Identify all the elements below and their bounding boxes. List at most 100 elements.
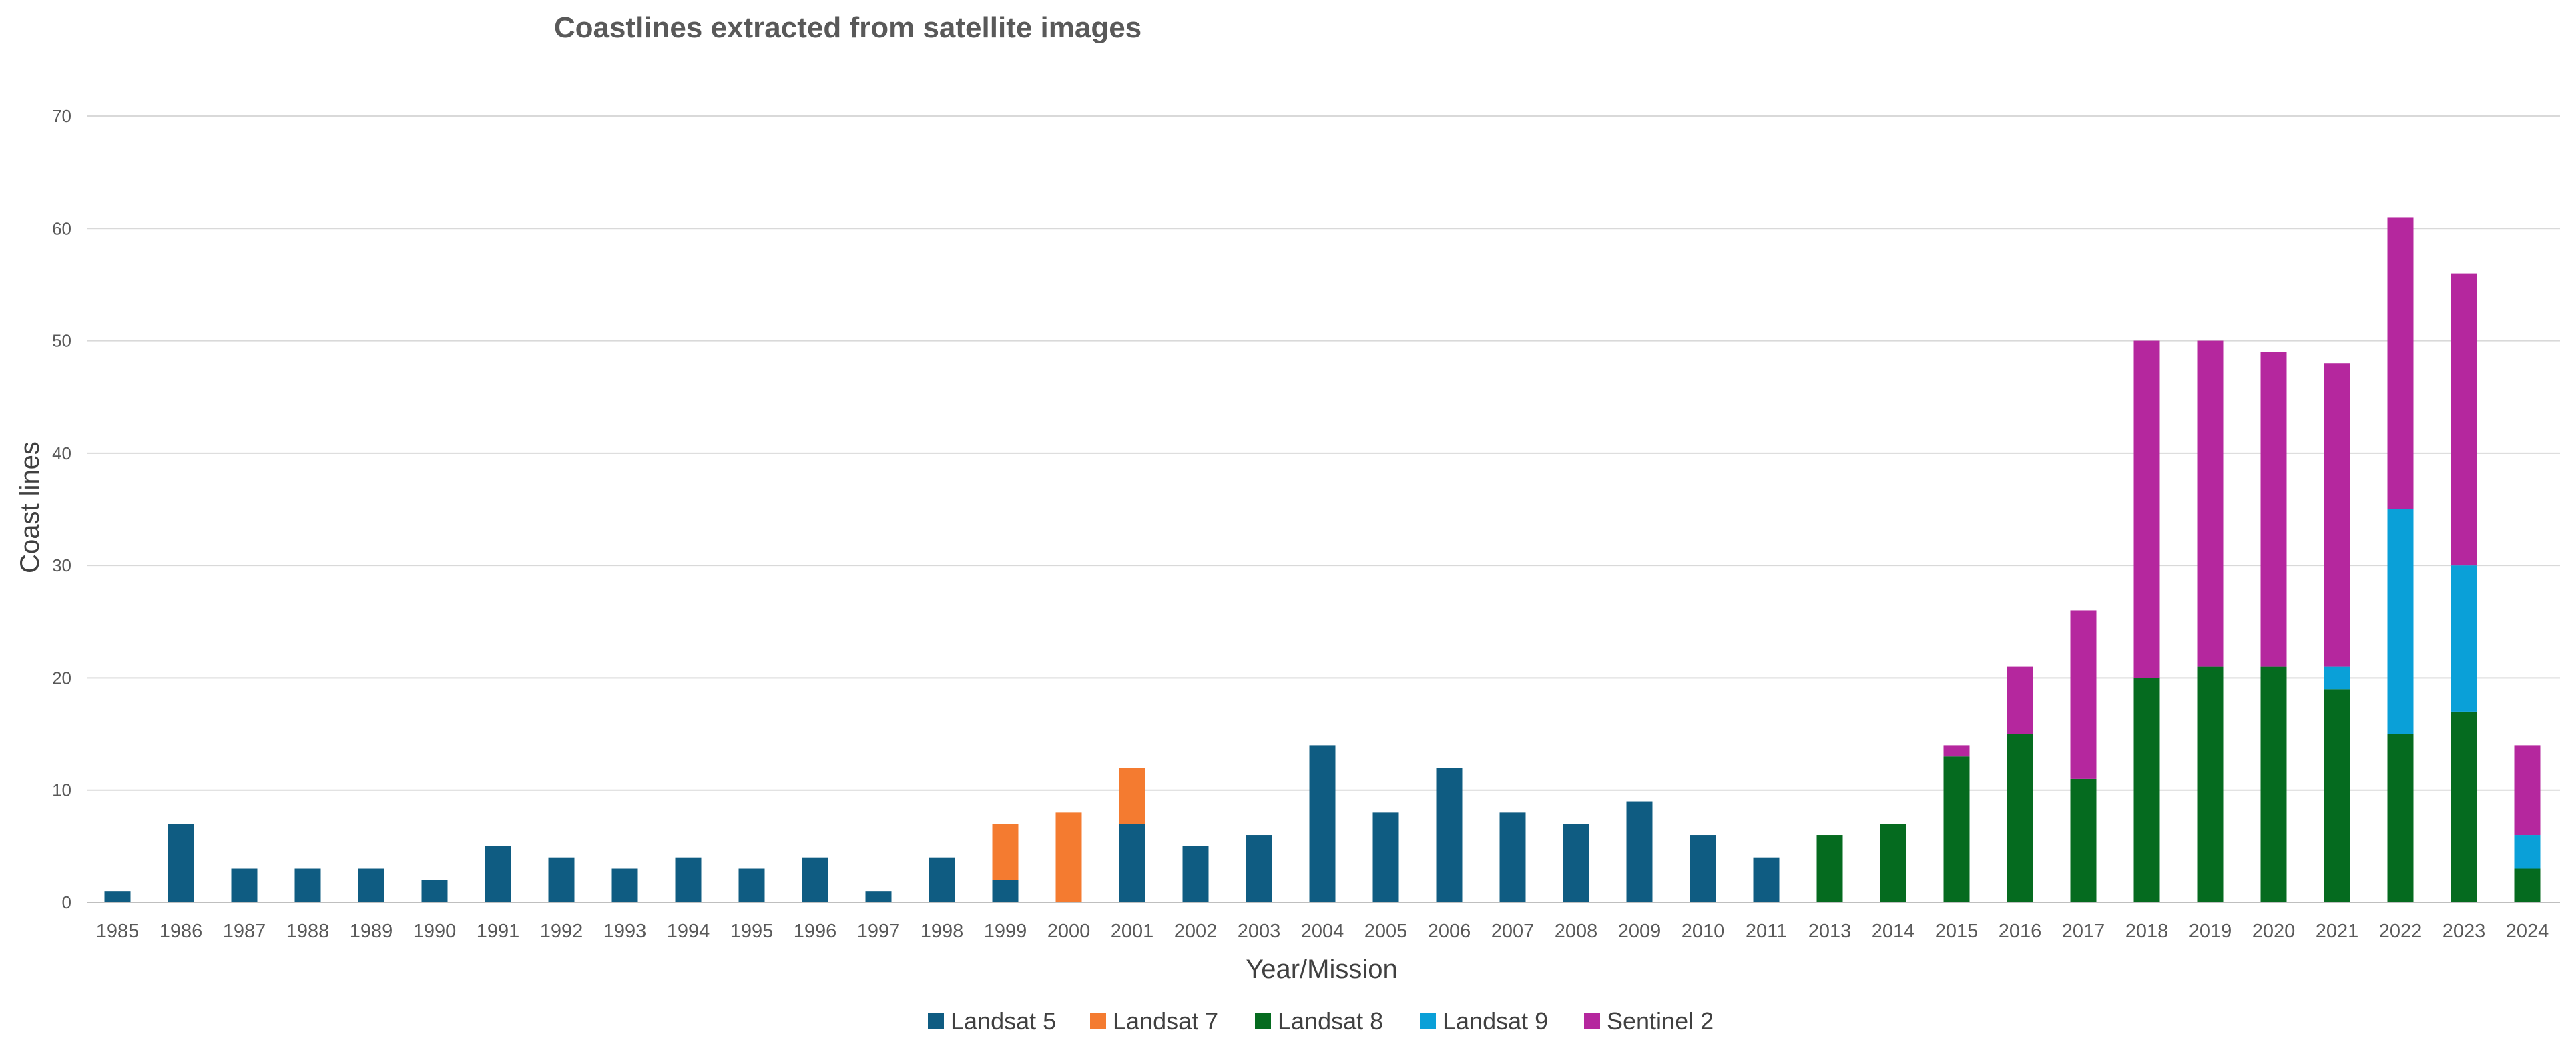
bar-segment-landsat-5 [421, 880, 448, 902]
x-tick-label: 2015 [1935, 921, 1979, 942]
x-tick-label: 2024 [2506, 921, 2549, 942]
bar-segment-landsat-5 [675, 857, 702, 902]
legend-label: Landsat 7 [1113, 1007, 1218, 1035]
bar-segment-landsat-5 [1309, 745, 1336, 902]
x-tick-label: 2011 [1746, 921, 1787, 942]
x-tick-label: 1998 [921, 921, 964, 942]
bar-segment-landsat-7 [1055, 812, 1082, 902]
y-tick-label: 30 [52, 555, 71, 575]
x-tick-label: 1995 [730, 921, 774, 942]
bar-segment-sentinel-2 [2387, 217, 2414, 509]
bar-segment-sentinel-2 [2133, 340, 2160, 678]
x-tick-label: 2007 [1491, 921, 1535, 942]
bar-segment-sentinel-2 [2514, 745, 2541, 836]
bar-segment-landsat-7 [992, 824, 1019, 880]
x-tick-label: 1987 [223, 921, 266, 942]
legend-item: Landsat 7 [1090, 1007, 1218, 1035]
bar-segment-landsat-5 [358, 868, 384, 902]
legend-label: Landsat 8 [1278, 1007, 1383, 1035]
bar-segment-landsat-9 [2451, 565, 2477, 712]
legend-item: Sentinel 2 [1584, 1007, 1714, 1035]
x-tick-label: 1994 [667, 921, 710, 942]
x-tick-label: 2000 [1047, 921, 1091, 942]
legend-label: Landsat 5 [951, 1007, 1056, 1035]
x-tick-label: 2021 [2316, 921, 2359, 942]
bar-segment-landsat-5 [1119, 824, 1145, 902]
y-tick-label: 60 [52, 218, 71, 238]
bar-segment-landsat-5 [1753, 857, 1780, 902]
x-tick-label: 2016 [1999, 921, 2042, 942]
x-axis-ticks: 1985 1986 1987 1988 1989 1990 1991 1992 1993 1994… [96, 921, 2549, 942]
bar-segment-landsat-5 [1246, 835, 1272, 902]
x-tick-label: 2003 [1238, 921, 1281, 942]
y-axis-ticks: 0 10 20 30 40 50 60 70 [52, 106, 71, 912]
bar-segment-landsat-5 [929, 857, 955, 902]
bar-segment-landsat-5 [231, 868, 258, 902]
x-tick-label: 2006 [1428, 921, 1471, 942]
legend: Landsat 5 Landsat 7 Landsat 8 Landsat 9 Sent… [928, 1007, 1714, 1035]
x-tick-label: 1992 [540, 921, 583, 942]
x-tick-label: 1989 [350, 921, 393, 942]
bar-segment-landsat-9 [2514, 835, 2541, 869]
x-tick-label: 2022 [2379, 921, 2422, 942]
bar-segment-sentinel-2 [2451, 273, 2477, 566]
y-tick-label: 50 [52, 331, 71, 351]
x-tick-label: 2019 [2189, 921, 2232, 942]
y-tick-label: 40 [52, 443, 71, 463]
bar-segment-landsat-8 [1943, 756, 1970, 902]
y-axis-title: Coast lines [15, 441, 45, 573]
bar-segment-landsat-9 [2387, 509, 2414, 734]
x-tick-label: 2009 [1618, 921, 1661, 942]
legend-item: Landsat 9 [1420, 1007, 1548, 1035]
bar-segment-landsat-5 [738, 868, 765, 902]
x-tick-label: 2017 [2062, 921, 2105, 942]
bar-segment-landsat-5 [1182, 846, 1209, 902]
x-tick-label: 2004 [1301, 921, 1344, 942]
bar-segment-landsat-8 [2260, 666, 2287, 902]
x-tick-label: 1991 [477, 921, 520, 942]
bar-segment-landsat-8 [2197, 666, 2224, 902]
legend-swatch [1090, 1013, 1106, 1029]
bars [104, 217, 2541, 902]
x-tick-label: 2002 [1174, 921, 1218, 942]
bar-segment-landsat-5 [1563, 824, 1589, 902]
bar-segment-landsat-5 [548, 857, 575, 902]
legend-label: Landsat 9 [1443, 1007, 1548, 1035]
bar-segment-landsat-5 [611, 868, 638, 902]
legend-swatch [1255, 1013, 1271, 1029]
bar-segment-landsat-5 [865, 891, 892, 902]
y-tick-label: 0 [62, 892, 71, 912]
bar-segment-landsat-5 [1690, 835, 1716, 902]
x-tick-label: 2001 [1111, 921, 1154, 942]
bar-segment-sentinel-2 [1943, 745, 1970, 757]
bar-segment-landsat-5 [1626, 801, 1653, 902]
x-tick-label: 2010 [1682, 921, 1725, 942]
y-tick-label: 10 [52, 780, 71, 800]
legend-item: Landsat 5 [928, 1007, 1056, 1035]
bar-segment-landsat-8 [2007, 734, 2033, 902]
bar-segment-landsat-8 [2070, 778, 2097, 902]
x-tick-label: 1988 [286, 921, 330, 942]
x-tick-label: 2014 [1872, 921, 1915, 942]
bar-segment-landsat-8 [2451, 711, 2477, 902]
grid [87, 115, 2560, 903]
bar-segment-landsat-5 [1499, 812, 1526, 902]
bar-segment-landsat-7 [1119, 768, 1145, 824]
bar-segment-landsat-5 [1436, 768, 1463, 902]
bar-segment-landsat-8 [2387, 734, 2414, 902]
bar-segment-sentinel-2 [2324, 363, 2350, 667]
bar-segment-landsat-5 [104, 891, 131, 902]
bar-segment-landsat-8 [1816, 835, 1843, 902]
x-tick-label: 2023 [2442, 921, 2486, 942]
legend-swatch [1584, 1013, 1600, 1029]
bar-segment-landsat-5 [1372, 812, 1399, 902]
bar-segment-landsat-8 [2324, 689, 2350, 902]
y-tick-label: 20 [52, 668, 71, 688]
bar-segment-sentinel-2 [2070, 610, 2097, 779]
bar-segment-landsat-5 [294, 868, 321, 902]
legend-item: Landsat 8 [1255, 1007, 1383, 1035]
legend-label: Sentinel 2 [1607, 1007, 1714, 1035]
legend-swatch [928, 1013, 944, 1029]
bar-segment-landsat-5 [168, 824, 194, 902]
